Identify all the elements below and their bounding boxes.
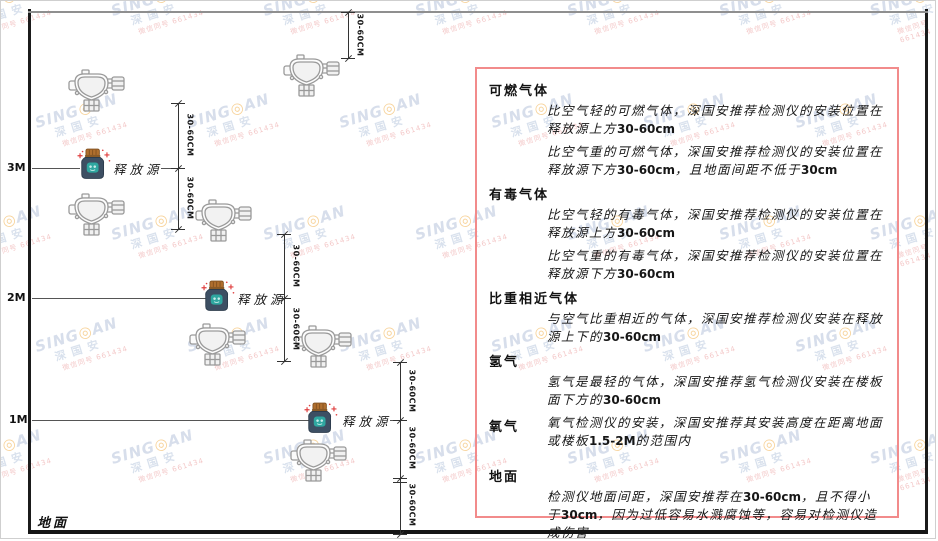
level-line (32, 168, 80, 169)
panel-section-heading: 地面 (489, 470, 520, 485)
panel-section-heading: 氢气 (489, 355, 520, 370)
gas-detector-icon (283, 54, 341, 98)
release-source-icon (75, 148, 112, 182)
floor-line (28, 530, 928, 534)
panel-paragraph: 比空气重的可燃气体，深国安推荐检测仪的安装位置在释放源下方30-60cm，且地面… (547, 144, 884, 177)
dimension-tick (393, 482, 407, 483)
gas-detector-icon (68, 69, 126, 113)
gas-detector-icon (189, 323, 247, 367)
dimension-value-label: 30-60CM (407, 369, 417, 413)
gas-detector-icon (295, 325, 353, 369)
release-source-label: 释放源 (342, 414, 392, 429)
panel-paragraph: 氧气检测仪的安装，深国安推荐其安装高度在距离地面或楼板1.5-2M的范围内 (547, 415, 884, 448)
info-panel: 可燃气体比空气轻的可燃气体，深国安推荐检测仪的安装位置在释放源上方30-60cm… (475, 67, 899, 538)
panel-section-heading: 可燃气体 (489, 84, 550, 99)
panel-section: 氢气氢气是最轻的气体，深国安推荐氢气检测仪安装在楼板面下方的30-60cm (489, 351, 885, 409)
panel-paragraph: 检测仪地面间距，深国安推荐在30-60cm，且不得小于30cm，因为过低容易水溅… (547, 489, 878, 539)
right-wall-line (925, 9, 928, 534)
dimension-value-label: 30-60CM (291, 244, 301, 288)
dimension-value-label: 30-60CM (185, 113, 195, 157)
level-line (32, 298, 206, 299)
panel-paragraph: 与空气比重相近的气体，深国安推荐检测仪安装在释放源上下的30-60cm (547, 311, 884, 344)
release-source-label: 释放源 (237, 292, 287, 307)
panel-section: 有毒气体比空气轻的有毒气体，深国安推荐检测仪的安装位置在释放源上方30-60cm… (489, 184, 885, 283)
dimension-value-label: 30-60CM (407, 483, 417, 527)
gas-detector-icon (68, 193, 126, 237)
ceiling-line (28, 11, 928, 13)
panel-section-heading: 有毒气体 (489, 188, 550, 203)
dimension-line (400, 362, 401, 534)
panel-section-heading: 氧气 (489, 420, 520, 435)
panel-section: 氧气 氧气检测仪的安装，深国安推荐其安装高度在距离地面或楼板1.5-2M的范围内 (489, 414, 885, 455)
dimension-value-label: 30-60CM (355, 13, 365, 57)
gas-detector-icon (195, 199, 253, 243)
dimension-value-label: 30-60CM (407, 426, 417, 470)
dimension-line (348, 12, 349, 58)
release-source-label: 释放源 (113, 162, 163, 177)
level-line (32, 420, 309, 421)
gas-detector-icon (290, 439, 348, 483)
panel-paragraph: 比空气重的有毒气体，深国安推荐检测仪的安装位置在释放源下方30-60cm (547, 248, 884, 281)
height-label-1m: 1M (9, 413, 28, 426)
release-source-icon (199, 280, 236, 314)
panel-section: 可燃气体比空气轻的可燃气体，深国安推荐检测仪的安装位置在释放源上方30-60cm… (489, 80, 885, 179)
height-label-3m: 3M (7, 161, 26, 174)
panel-section-heading: 比重相近气体 (489, 292, 580, 307)
level-line-stub (161, 168, 178, 169)
panel-paragraph: 比空气轻的可燃气体，深国安推荐检测仪的安装位置在释放源上方30-60cm (547, 103, 884, 136)
panel-section: 比重相近气体与空气比重相近的气体，深国安推荐检测仪安装在释放源上下的30-60c… (489, 288, 885, 346)
panel-section: 地面检测仪地面间距，深国安推荐在30-60cm，且不得小于30cm，因为过低容易… (489, 466, 885, 539)
panel-paragraph: 氢气是最轻的气体，深国安推荐氢气检测仪安装在楼板面下方的30-60cm (547, 374, 884, 407)
panel-paragraph: 比空气轻的有毒气体，深国安推荐检测仪的安装位置在释放源上方30-60cm (547, 207, 884, 240)
dimension-value-label: 30-60CM (185, 176, 195, 220)
release-source-icon (302, 402, 339, 436)
dimension-value-label: 30-60CM (291, 307, 301, 351)
left-wall-line (28, 9, 31, 534)
height-label-2m: 2M (7, 291, 26, 304)
floor-label: 地面 (37, 516, 70, 531)
